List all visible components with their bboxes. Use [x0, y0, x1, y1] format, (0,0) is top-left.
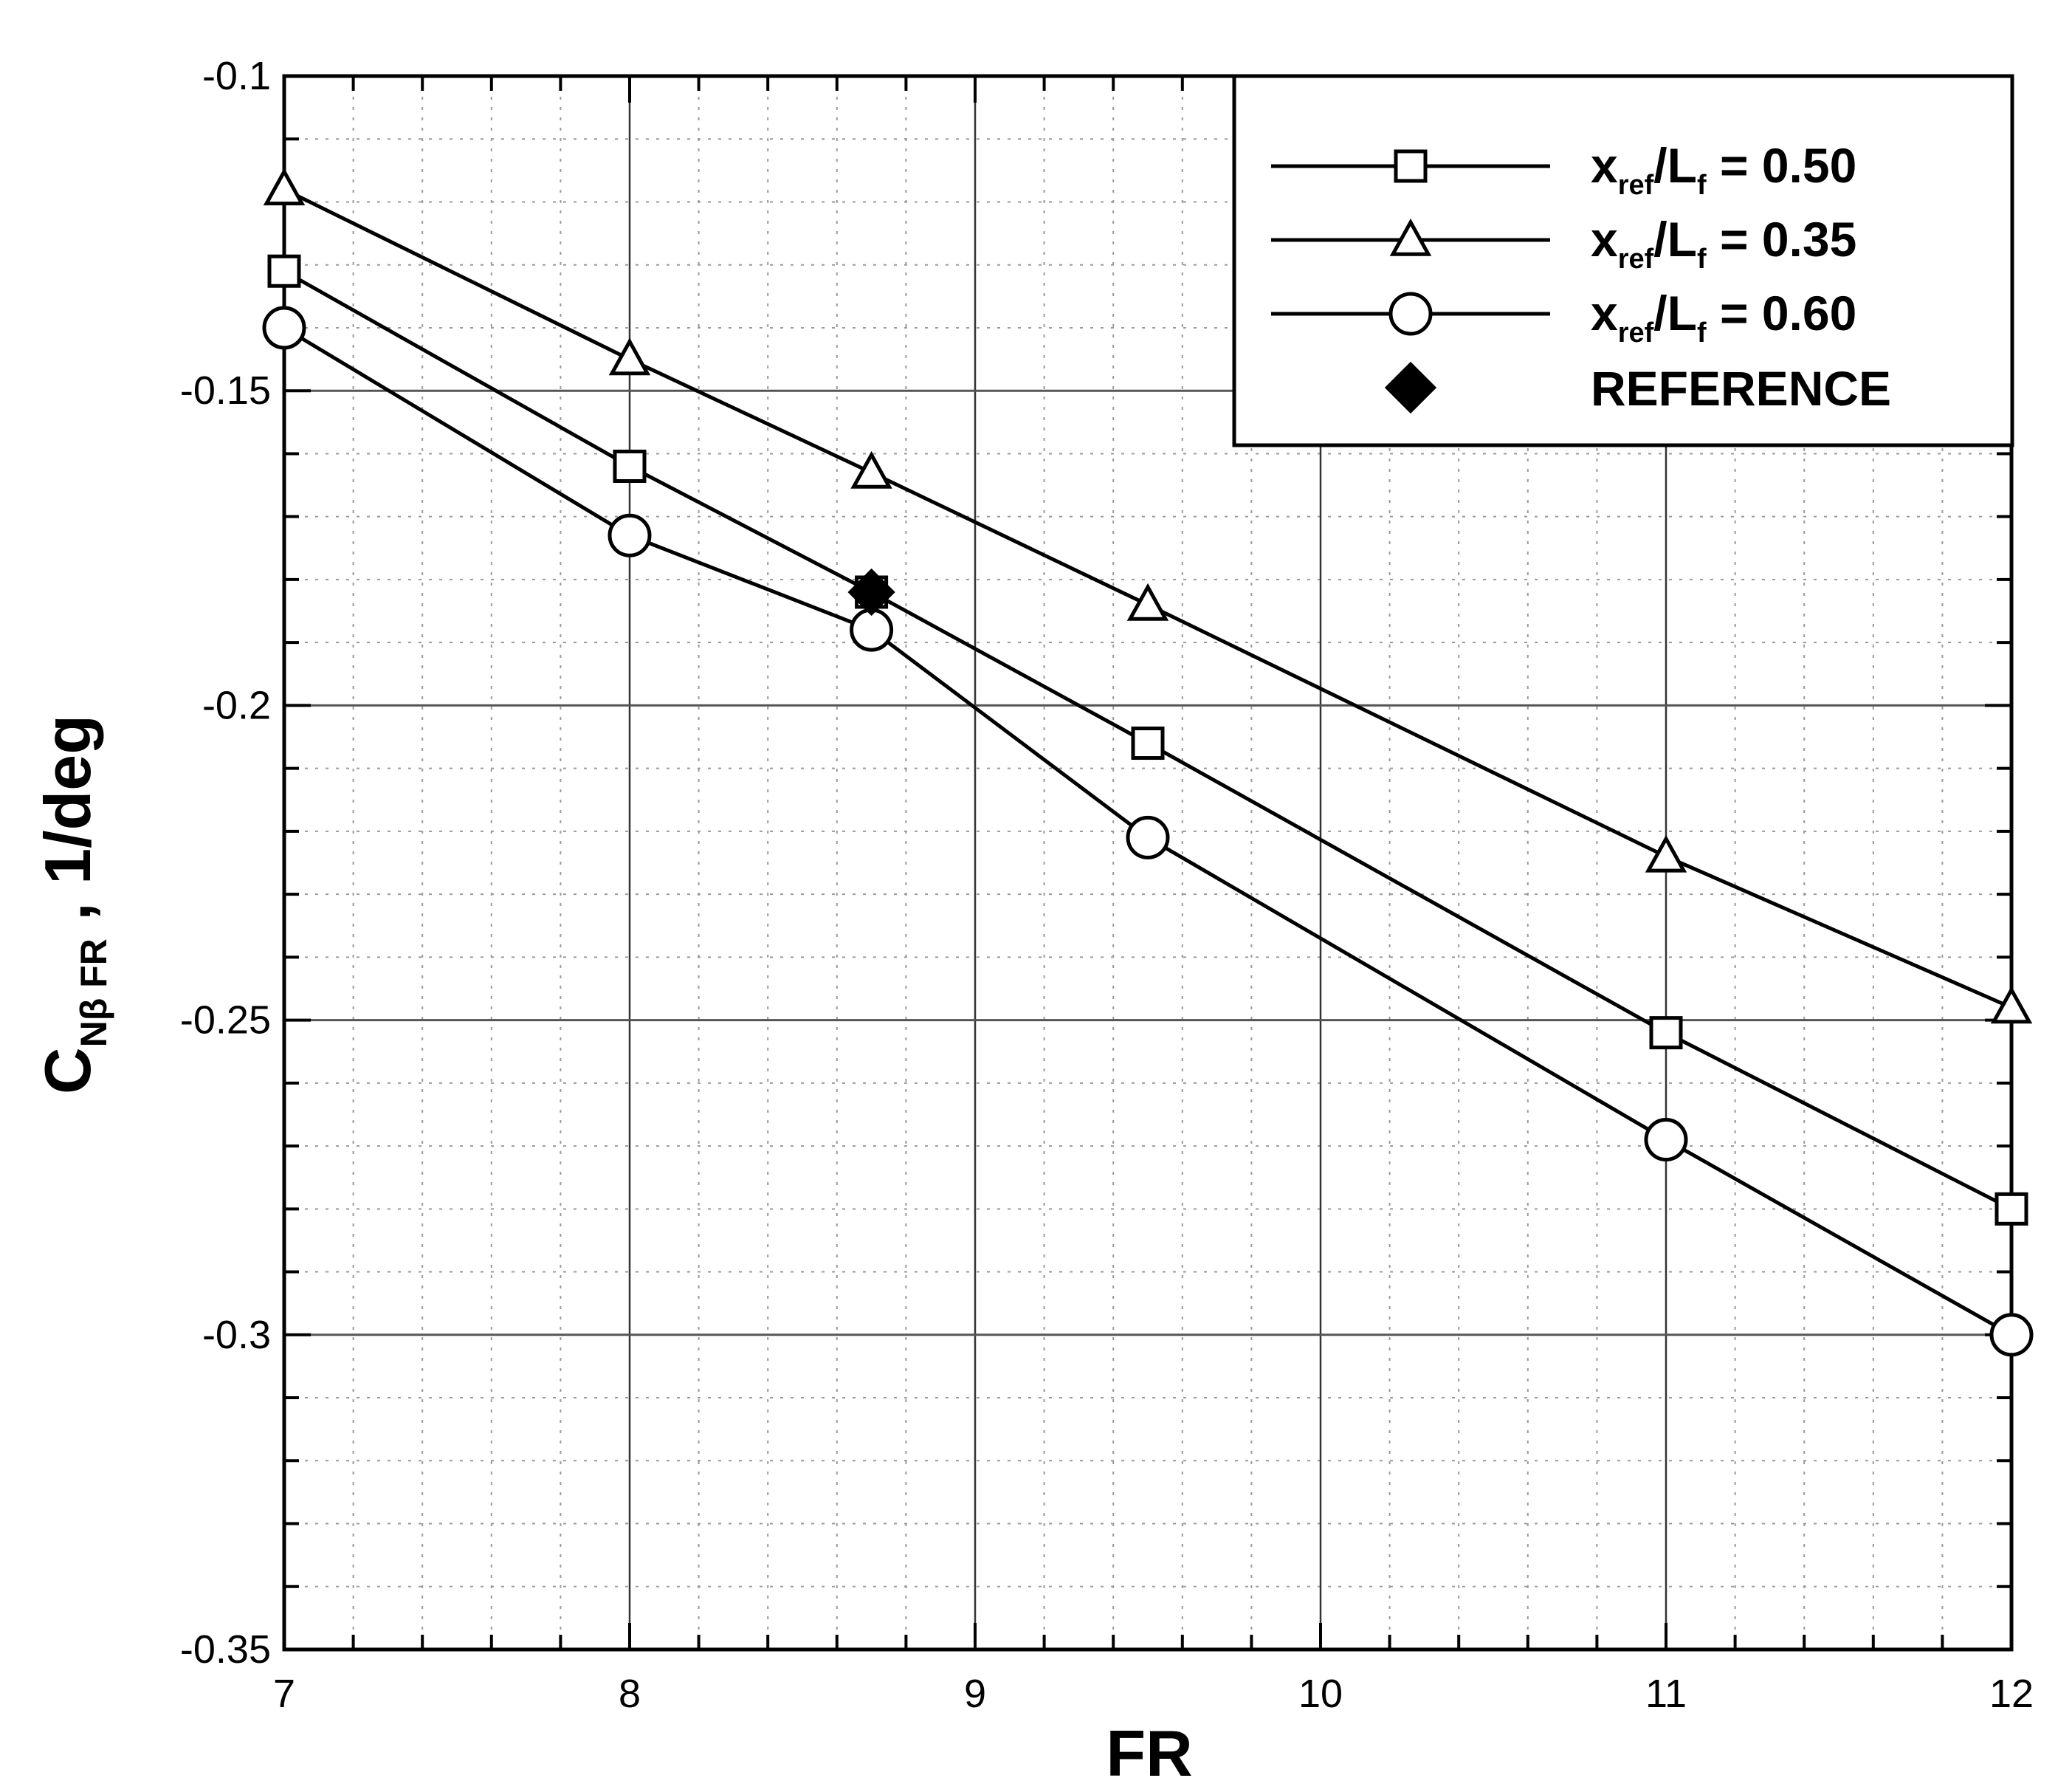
plot-frame — [282, 74, 2014, 1652]
legend-label-reference: REFERENCE — [1591, 361, 1891, 416]
y-axis-title-sub: Nβ FR — [73, 938, 114, 1047]
y-tick-label: -0.25 — [180, 998, 271, 1043]
data-point-triangle — [263, 168, 306, 206]
minor-grid — [284, 76, 2011, 1649]
legend-label: xref/Lf = 0.60 — [1591, 286, 1856, 349]
legend-marker-diamond — [1384, 361, 1437, 414]
data-point-triangle — [850, 450, 892, 489]
x-tick-label: 9 — [964, 1672, 986, 1716]
legend-marker-circle — [1388, 292, 1433, 336]
legend-label: xref/Lf = 0.35 — [1591, 212, 1856, 275]
y-tick-label: -0.2 — [202, 683, 271, 727]
x-tick-label: 7 — [273, 1672, 295, 1716]
y-tick-label: -0.35 — [180, 1627, 271, 1672]
y-tick-labels: -0.1 -0.15 -0.2 -0.25 -0.3 -0.35 — [180, 54, 271, 1672]
data-point-triangle — [1645, 834, 1687, 873]
data-point-square — [613, 449, 647, 483]
data-point-square — [267, 254, 301, 288]
series-line-square — [283, 270, 2013, 1211]
data-point-circle — [1644, 1118, 1688, 1162]
legend-marker-square — [1394, 149, 1428, 183]
data-point-square — [1994, 1192, 2028, 1226]
legend-label: xref/Lf = 0.50 — [1591, 138, 1856, 201]
y-tick-label: -0.1 — [202, 54, 271, 98]
y-tick-label: -0.15 — [180, 368, 271, 413]
y-axis-title: CNβ FR , 1/deg — [31, 715, 114, 1094]
data-point-circle — [262, 306, 306, 350]
series-markers — [262, 168, 2034, 1357]
y-axis-title-main: C — [31, 1047, 104, 1094]
data-point-circle — [608, 513, 652, 557]
reference-point — [847, 568, 895, 617]
x-tick-label: 10 — [1298, 1672, 1343, 1716]
x-tick-label: 8 — [619, 1672, 641, 1716]
x-tick-label: 12 — [1989, 1672, 2034, 1716]
legend: xref/Lf = 0.50 xref/Lf = 0.35 xref/Lf = 0.… — [1232, 74, 2014, 447]
data-point-square — [1649, 1016, 1683, 1050]
data-point-circle — [1126, 815, 1170, 859]
data-point-triangle — [1126, 583, 1169, 621]
x-tick-label: 11 — [1645, 1672, 1687, 1716]
legend-marker-triangle — [1389, 218, 1432, 256]
series-line-circle — [283, 326, 2013, 1336]
series-lines — [283, 188, 2013, 1336]
y-axis-title-unit: , 1/deg — [31, 715, 104, 938]
data-point-circle — [1989, 1313, 2034, 1357]
y-tick-label: -0.3 — [202, 1313, 271, 1357]
x-tick-labels: 7 8 9 10 11 12 — [273, 1672, 2034, 1716]
data-point-circle — [850, 608, 894, 652]
data-point-triangle — [1990, 986, 2033, 1024]
legend-box — [1232, 74, 2014, 447]
data-point-square — [1131, 727, 1165, 761]
x-axis-title: FR — [1106, 1717, 1192, 1790]
data-point-triangle — [608, 337, 651, 376]
series-line-triangle — [283, 188, 2013, 1009]
